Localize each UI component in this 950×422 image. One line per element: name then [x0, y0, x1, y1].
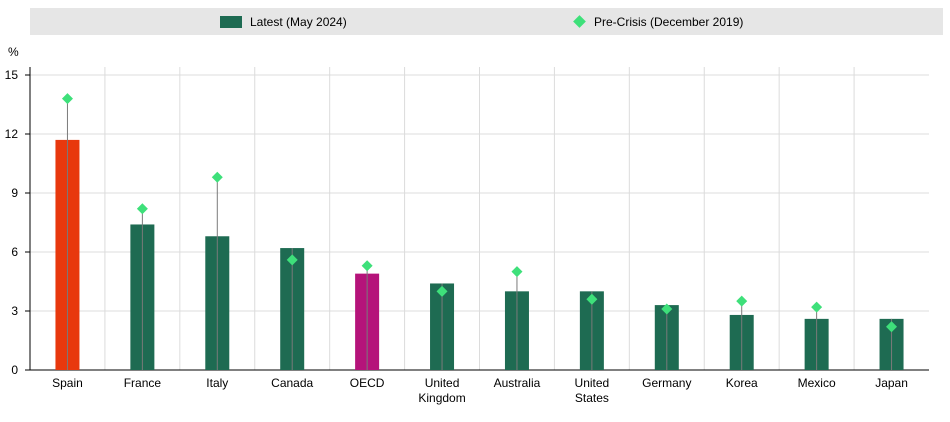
x-tick-label: Italy	[206, 376, 228, 390]
marker-diamond	[661, 303, 673, 315]
y-tick-label: 9	[11, 186, 18, 200]
y-tick-label: 6	[11, 245, 18, 259]
marker-diamond	[736, 295, 748, 307]
x-tick-label: Mexico	[798, 376, 836, 390]
legend-label-precrisis: Pre-Crisis (December 2019)	[594, 14, 744, 29]
x-tick-label: Korea	[726, 376, 758, 390]
y-tick-label: 15	[5, 68, 19, 82]
x-tick-label: Japan	[875, 376, 908, 390]
y-tick-label: 12	[5, 127, 19, 141]
marker-diamond	[211, 171, 223, 183]
legend-item-latest: Latest (May 2024)	[220, 8, 347, 35]
x-tick-label: United States	[575, 376, 610, 405]
marker-diamond	[286, 254, 298, 266]
y-unit-label: %	[8, 45, 19, 59]
x-tick-label: Canada	[271, 376, 313, 390]
legend-item-precrisis: Pre-Crisis (December 2019)	[573, 8, 744, 35]
marker-diamond	[61, 93, 73, 105]
x-tick-label: France	[124, 376, 162, 390]
x-tick-label: OECD	[350, 376, 385, 390]
marker-diamond	[511, 266, 523, 278]
legend-label-latest: Latest (May 2024)	[250, 14, 347, 29]
x-tick-label: Germany	[642, 376, 691, 390]
marker-diamond	[136, 203, 148, 215]
legend-swatch-latest	[220, 15, 242, 28]
x-tick-label: Spain	[52, 376, 83, 390]
y-tick-label: 0	[11, 363, 18, 377]
legend: Latest (May 2024) Pre-Crisis (December 2…	[30, 8, 943, 35]
y-tick-label: 3	[11, 304, 18, 318]
marker-diamond	[886, 321, 898, 333]
marker-diamond	[811, 301, 823, 313]
x-tick-label: Australia	[494, 376, 541, 390]
marker-diamond	[436, 285, 448, 297]
marker-diamond	[586, 293, 598, 305]
x-tick-label: United Kingdom	[418, 376, 465, 405]
marker-diamond	[361, 260, 373, 272]
